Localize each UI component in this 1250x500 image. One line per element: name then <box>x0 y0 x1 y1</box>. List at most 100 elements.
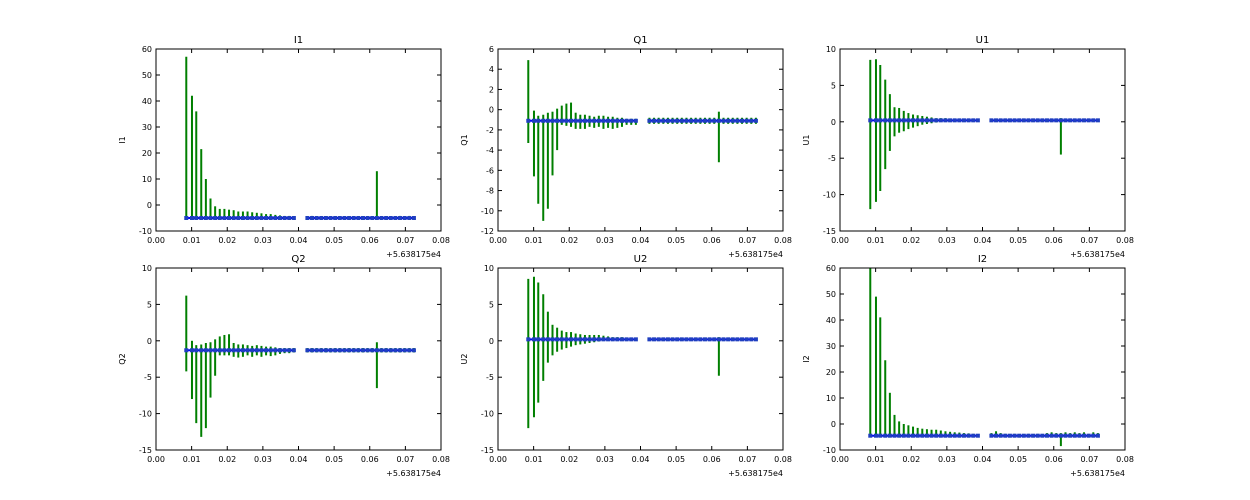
data-point <box>254 216 259 220</box>
data-point <box>305 216 310 220</box>
data-point <box>541 337 546 342</box>
data-point <box>531 337 536 342</box>
x-tick-label: 0.06 <box>361 455 379 464</box>
x-tick-label: 0.07 <box>1080 236 1098 245</box>
y-tick-label: 0 <box>147 337 152 346</box>
data-point <box>1007 433 1012 438</box>
plot-area <box>498 49 783 231</box>
data-point <box>906 433 911 438</box>
data-point <box>647 118 652 123</box>
data-point <box>693 337 698 342</box>
data-point <box>610 118 615 123</box>
data-point <box>411 348 416 353</box>
x-offset-label: +5.638175e4 <box>728 469 783 478</box>
data-point <box>665 337 670 342</box>
data-point <box>592 118 597 123</box>
x-tick-label: 0.04 <box>290 455 308 464</box>
x-tick-label: 0.08 <box>1116 236 1134 245</box>
x-tick-label: 0.03 <box>596 236 614 245</box>
data-point <box>356 216 361 220</box>
data-point <box>1068 118 1073 123</box>
data-point <box>911 433 916 438</box>
data-point <box>735 118 740 123</box>
data-point <box>726 337 731 342</box>
data-point <box>559 118 564 123</box>
x-tick-label: 0.04 <box>974 236 992 245</box>
data-point <box>1031 433 1036 438</box>
data-point <box>1058 118 1063 123</box>
data-point <box>753 337 758 342</box>
x-tick-label: 0.03 <box>596 455 614 464</box>
y-tick-label: -10 <box>481 410 494 419</box>
data-point <box>656 118 661 123</box>
data-point <box>647 337 652 342</box>
y-tick-label: 4 <box>489 65 494 74</box>
data-point <box>541 118 546 123</box>
data-point <box>411 216 416 220</box>
data-point <box>578 118 583 123</box>
data-point <box>370 348 375 353</box>
y-axis-label: Q2 <box>118 353 127 364</box>
data-point <box>1035 118 1040 123</box>
y-tick-label: 10 <box>142 175 152 184</box>
x-tick-label: 0.04 <box>290 236 308 245</box>
data-point <box>402 348 407 353</box>
x-tick-label: 0.07 <box>396 236 414 245</box>
subplot-title: U2 <box>634 254 648 265</box>
data-point <box>948 118 953 123</box>
data-point <box>994 118 999 123</box>
data-point <box>702 337 707 342</box>
data-point <box>929 433 934 438</box>
data-point <box>1077 118 1082 123</box>
data-point <box>587 118 592 123</box>
data-point <box>998 118 1003 123</box>
data-point <box>264 348 269 353</box>
data-point <box>398 216 403 220</box>
data-point <box>656 337 661 342</box>
data-point <box>314 216 319 220</box>
data-point <box>259 216 264 220</box>
data-point <box>698 118 703 123</box>
data-point <box>1091 433 1096 438</box>
data-point <box>526 337 531 342</box>
x-tick-label: 0.05 <box>325 236 343 245</box>
x-tick-label: 0.07 <box>738 236 756 245</box>
data-point <box>1012 433 1017 438</box>
data-point <box>924 433 929 438</box>
y-tick-label: -10 <box>139 410 152 419</box>
x-tick-label: 0.08 <box>1116 455 1134 464</box>
data-point <box>1082 433 1087 438</box>
data-point <box>268 348 273 353</box>
data-point <box>943 118 948 123</box>
data-point <box>971 433 976 438</box>
data-point <box>319 348 324 353</box>
data-point <box>1035 433 1040 438</box>
plot-area <box>840 49 1125 231</box>
data-point <box>328 216 333 220</box>
y-axis-label: U1 <box>802 135 811 146</box>
data-point <box>189 348 194 353</box>
y-tick-label: 30 <box>142 123 152 132</box>
data-point <box>721 118 726 123</box>
data-point <box>342 348 347 353</box>
data-point <box>610 337 615 342</box>
data-point <box>319 216 324 220</box>
data-point <box>379 216 384 220</box>
y-tick-label: 40 <box>826 316 836 325</box>
x-tick-label: 0.03 <box>938 236 956 245</box>
data-point <box>629 118 634 123</box>
x-tick-label: 0.00 <box>489 236 507 245</box>
y-tick-label: 20 <box>142 149 152 158</box>
data-point <box>323 348 328 353</box>
data-point <box>365 348 370 353</box>
data-point <box>615 337 620 342</box>
data-point <box>227 348 232 353</box>
data-point <box>707 337 712 342</box>
data-point <box>208 216 213 220</box>
data-point <box>943 433 948 438</box>
data-point <box>878 118 883 123</box>
data-point <box>934 118 939 123</box>
data-point <box>365 216 370 220</box>
data-point <box>1021 433 1026 438</box>
data-point <box>961 433 966 438</box>
